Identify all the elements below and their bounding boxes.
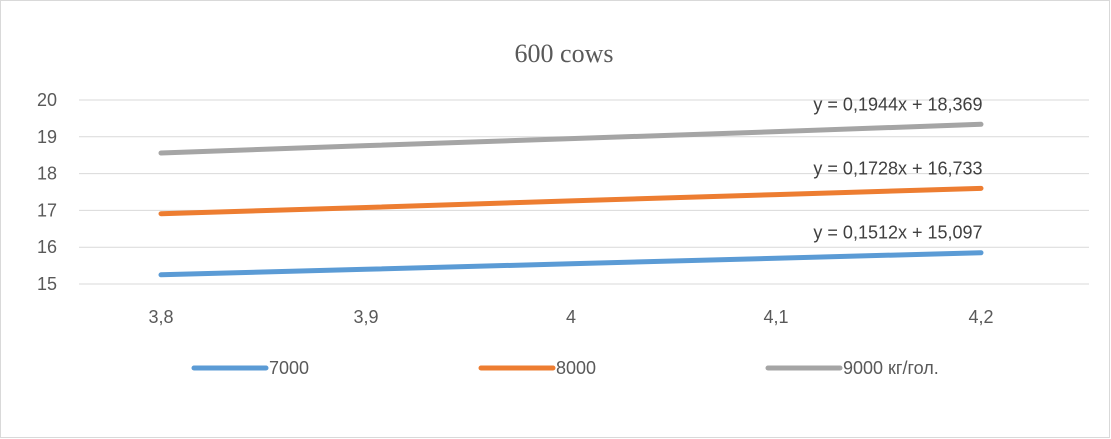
legend-label-2: 9000 кг/гол. <box>843 358 939 378</box>
series-line-1 <box>158 185 984 217</box>
series-lines <box>158 121 984 278</box>
legend-label-1: 8000 <box>556 358 596 378</box>
trendline-equations: y = 0,1512x + 15,097 y = 0,1728x + 16,733… <box>813 94 982 242</box>
y-tick-label: 15 <box>37 274 57 294</box>
x-tick-label: 3,8 <box>148 307 173 327</box>
series-line-2 <box>158 121 984 156</box>
x-tick-label: 3,9 <box>353 307 378 327</box>
y-tick-label: 19 <box>37 127 57 147</box>
series-line-0 <box>158 250 984 278</box>
chart-title: 600 cows <box>515 39 614 68</box>
x-tick-label: 4,2 <box>968 307 993 327</box>
trendline-equation-1: y = 0,1728x + 16,733 <box>813 158 982 178</box>
legend: 7000 8000 9000 кг/гол. <box>191 358 939 378</box>
y-tick-label: 16 <box>37 237 57 257</box>
y-axis-ticks: 15 16 17 18 19 20 <box>37 90 57 294</box>
y-tick-label: 18 <box>37 164 57 184</box>
x-axis-ticks: 3,8 3,9 4 4,1 4,2 <box>148 307 993 327</box>
legend-label-0: 7000 <box>269 358 309 378</box>
y-tick-label: 17 <box>37 200 57 220</box>
x-tick-label: 4 <box>566 307 576 327</box>
x-tick-label: 4,1 <box>763 307 788 327</box>
y-tick-label: 20 <box>37 90 57 110</box>
trendline-equation-0: y = 0,1512x + 15,097 <box>813 223 982 243</box>
trendline-equation-2: y = 0,1944x + 18,369 <box>813 94 982 114</box>
